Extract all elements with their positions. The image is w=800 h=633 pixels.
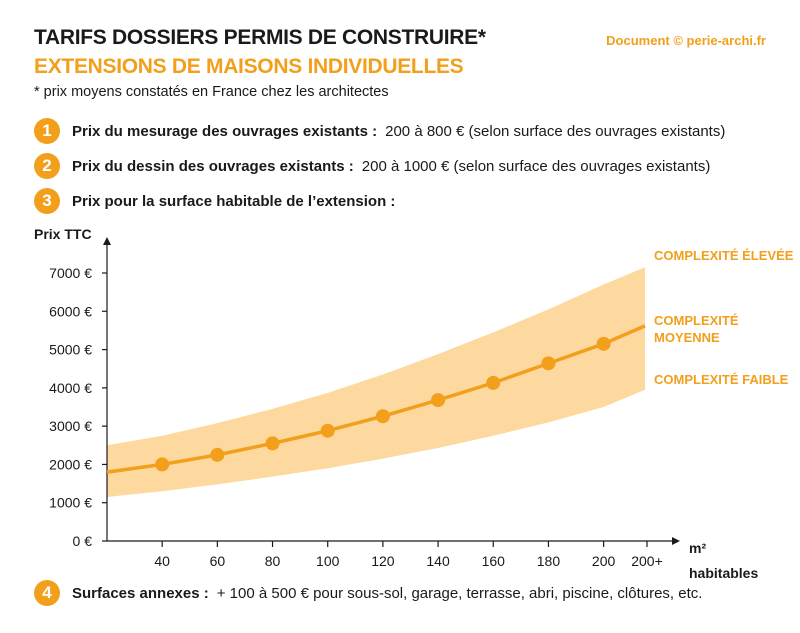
page-subtitle: EXTENSIONS DE MAISONS INDIVIDUELLES bbox=[34, 55, 464, 78]
data-point bbox=[210, 447, 225, 462]
item-label: Prix du mesurage des ouvrages existants … bbox=[72, 122, 378, 140]
complexity-band bbox=[107, 267, 645, 497]
item-label: Prix pour la surface habitable de l’exte… bbox=[72, 192, 396, 210]
y-tick-label: 2000 € bbox=[49, 456, 92, 472]
x-tick-label: 140 bbox=[426, 553, 450, 569]
number-badge-3: 3 bbox=[34, 188, 60, 214]
x-tick-label: 180 bbox=[537, 553, 561, 569]
number-badge-4: 4 bbox=[34, 580, 60, 606]
label-high-complexity: COMPLEXITÉ ÉLEVÉE bbox=[654, 248, 794, 263]
number-badge-2: 2 bbox=[34, 153, 60, 179]
item-annexes: 4 Surfaces annexes : + 100 à 500 € pour … bbox=[34, 580, 702, 606]
y-tick-label: 6000 € bbox=[49, 303, 92, 319]
x-tick-label: 60 bbox=[210, 553, 226, 569]
item-drawing: 2 Prix du dessin des ouvrages existants … bbox=[34, 153, 710, 179]
item-text: 200 à 1000 € (selon surface des ouvrages… bbox=[361, 157, 711, 175]
data-point bbox=[541, 356, 556, 371]
page-title: TARIFS DOSSIERS PERMIS DE CONSTRUIRE* bbox=[34, 26, 486, 49]
y-axis-arrow bbox=[103, 237, 111, 245]
x-tick-label: 40 bbox=[154, 553, 170, 569]
y-tick-label: 5000 € bbox=[49, 342, 92, 358]
data-point bbox=[596, 336, 611, 351]
item-extension: 3 Prix pour la surface habitable de l’ex… bbox=[34, 188, 395, 214]
item-label: Surfaces annexes : bbox=[72, 584, 209, 602]
x-axis-arrow bbox=[672, 537, 680, 545]
x-tick-label: 100 bbox=[316, 553, 340, 569]
x-axis-title-line1: m² bbox=[689, 540, 707, 556]
label-medium-complexity: COMPLEXITÉ MOYENNE bbox=[654, 313, 739, 345]
x-tick-label: 200 bbox=[592, 553, 616, 569]
y-tick-label: 7000 € bbox=[49, 265, 92, 281]
x-tick-label: 120 bbox=[371, 553, 395, 569]
number-badge-1: 1 bbox=[34, 118, 60, 144]
x-tick-label: 80 bbox=[265, 553, 281, 569]
data-point bbox=[486, 375, 501, 390]
data-point bbox=[320, 423, 335, 438]
y-tick-label: 3000 € bbox=[49, 418, 92, 434]
data-point bbox=[265, 436, 280, 451]
credit-link[interactable]: Document © perie-archi.fr bbox=[606, 33, 766, 48]
data-point bbox=[375, 409, 390, 424]
data-point bbox=[431, 393, 446, 408]
y-tick-label: 4000 € bbox=[49, 380, 92, 396]
item-measuring: 1 Prix du mesurage des ouvrages existant… bbox=[34, 118, 725, 144]
item-text: + 100 à 500 € pour sous-sol, garage, ter… bbox=[216, 584, 703, 602]
x-tick-label: 160 bbox=[482, 553, 506, 569]
data-point bbox=[155, 457, 170, 472]
label-low-complexity: COMPLEXITÉ FAIBLE bbox=[654, 372, 789, 387]
y-tick-label: 1000 € bbox=[49, 495, 92, 511]
footnote: * prix moyens constatés en France chez l… bbox=[34, 84, 389, 100]
y-tick-label: 0 € bbox=[73, 533, 93, 549]
x-tick-label: 200+ bbox=[631, 553, 663, 569]
y-axis-title: Prix TTC bbox=[34, 226, 92, 242]
item-label: Prix du dessin des ouvrages existants : bbox=[72, 157, 354, 175]
item-text: 200 à 800 € (selon surface des ouvrages … bbox=[385, 122, 726, 140]
x-axis-title-line2: habitables bbox=[689, 565, 759, 581]
